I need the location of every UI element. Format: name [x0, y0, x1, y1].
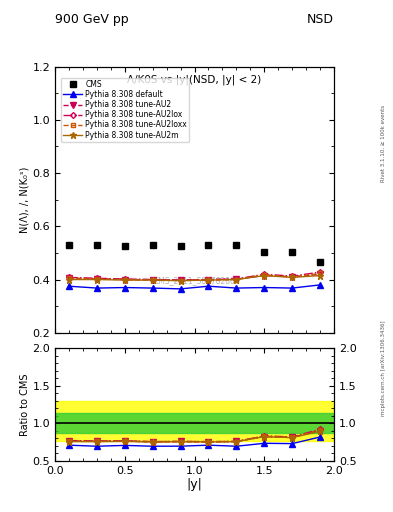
Text: CMS_2011_S8978280: CMS_2011_S8978280 [154, 276, 235, 285]
Pythia 8.308 tune-AU2 [123, 276, 127, 283]
Pythia 8.308 tune-AU2m [290, 274, 295, 281]
Pythia 8.308 tune-AU2loxx [234, 276, 239, 283]
Pythia 8.308 tune-AU2 [95, 275, 99, 282]
Pythia 8.308 default [67, 283, 72, 289]
Pythia 8.308 tune-AU2 [262, 272, 267, 279]
Pythia 8.308 tune-AU2m [150, 277, 155, 283]
Pythia 8.308 tune-AU2lox [290, 273, 295, 279]
Pythia 8.308 tune-AU2lox [95, 275, 99, 281]
CMS [290, 248, 295, 254]
Pythia 8.308 tune-AU2 [206, 276, 211, 283]
Pythia 8.308 tune-AU2 [290, 274, 295, 280]
Pythia 8.308 tune-AU2m [318, 272, 323, 279]
Pythia 8.308 default [123, 285, 127, 291]
Y-axis label: N(Λ), /, N(K₀ˢ): N(Λ), /, N(K₀ˢ) [20, 166, 29, 233]
Text: 900 GeV pp: 900 GeV pp [55, 13, 129, 26]
Text: Rivet 3.1.10, ≥ 100k events: Rivet 3.1.10, ≥ 100k events [381, 105, 386, 182]
Pythia 8.308 default [318, 282, 323, 288]
Pythia 8.308 tune-AU2m [234, 276, 239, 283]
Pythia 8.308 tune-AU2loxx [150, 277, 155, 283]
Pythia 8.308 default [234, 285, 239, 291]
Pythia 8.308 default [150, 285, 155, 291]
Pythia 8.308 tune-AU2loxx [123, 276, 127, 283]
Pythia 8.308 tune-AU2m [262, 272, 267, 279]
CMS [318, 259, 323, 265]
Y-axis label: Ratio to CMS: Ratio to CMS [20, 373, 29, 436]
CMS [262, 248, 267, 254]
Pythia 8.308 tune-AU2loxx [206, 277, 211, 283]
Pythia 8.308 tune-AU2m [123, 277, 127, 283]
Pythia 8.308 tune-AU2 [234, 276, 239, 282]
Pythia 8.308 tune-AU2loxx [290, 274, 295, 280]
Pythia 8.308 default [290, 285, 295, 291]
Pythia 8.308 tune-AU2lox [123, 276, 127, 282]
Pythia 8.308 tune-AU2m [67, 276, 72, 283]
Legend: CMS, Pythia 8.308 default, Pythia 8.308 tune-AU2, Pythia 8.308 tune-AU2lox, Pyth: CMS, Pythia 8.308 default, Pythia 8.308 … [61, 78, 189, 142]
Pythia 8.308 tune-AU2m [95, 276, 99, 283]
Pythia 8.308 tune-AU2 [178, 277, 183, 283]
Line: Pythia 8.308 tune-AU2: Pythia 8.308 tune-AU2 [66, 271, 323, 283]
Line: CMS: CMS [66, 242, 323, 266]
Pythia 8.308 tune-AU2m [206, 277, 211, 283]
Pythia 8.308 tune-AU2 [67, 275, 72, 281]
CMS [206, 242, 211, 248]
CMS [95, 242, 99, 248]
Line: Pythia 8.308 tune-AU2lox: Pythia 8.308 tune-AU2lox [67, 270, 322, 282]
Pythia 8.308 tune-AU2lox [206, 276, 211, 283]
X-axis label: |y|: |y| [187, 478, 202, 492]
Pythia 8.308 default [95, 285, 99, 291]
CMS [123, 243, 127, 249]
Pythia 8.308 tune-AU2lox [262, 271, 267, 278]
Pythia 8.308 tune-AU2lox [150, 276, 155, 283]
CMS [234, 242, 239, 248]
Pythia 8.308 tune-AU2loxx [262, 272, 267, 278]
Pythia 8.308 tune-AU2loxx [178, 278, 183, 284]
Pythia 8.308 tune-AU2loxx [67, 275, 72, 281]
Line: Pythia 8.308 default: Pythia 8.308 default [66, 282, 323, 292]
CMS [150, 242, 155, 248]
Line: Pythia 8.308 tune-AU2loxx: Pythia 8.308 tune-AU2loxx [67, 271, 322, 283]
Pythia 8.308 tune-AU2 [318, 271, 323, 278]
Line: Pythia 8.308 tune-AU2m: Pythia 8.308 tune-AU2m [66, 272, 323, 284]
Pythia 8.308 tune-AU2loxx [95, 276, 99, 282]
Pythia 8.308 tune-AU2lox [318, 269, 323, 275]
Pythia 8.308 tune-AU2 [150, 276, 155, 283]
Pythia 8.308 tune-AU2lox [234, 276, 239, 282]
CMS [178, 243, 183, 249]
Bar [55, 401, 334, 440]
Pythia 8.308 default [178, 286, 183, 292]
Bar [55, 414, 334, 433]
Pythia 8.308 tune-AU2lox [178, 277, 183, 283]
Pythia 8.308 default [206, 283, 211, 289]
Text: Λ/K0S vs |y|(NSD, |y| < 2): Λ/K0S vs |y|(NSD, |y| < 2) [127, 75, 262, 85]
Pythia 8.308 tune-AU2lox [67, 274, 72, 281]
Pythia 8.308 tune-AU2m [178, 278, 183, 284]
Text: mcplots.cern.ch [arXiv:1306.3436]: mcplots.cern.ch [arXiv:1306.3436] [381, 321, 386, 416]
Pythia 8.308 default [262, 285, 267, 291]
Text: NSD: NSD [307, 13, 334, 26]
CMS [67, 242, 72, 248]
Pythia 8.308 tune-AU2loxx [318, 270, 323, 276]
